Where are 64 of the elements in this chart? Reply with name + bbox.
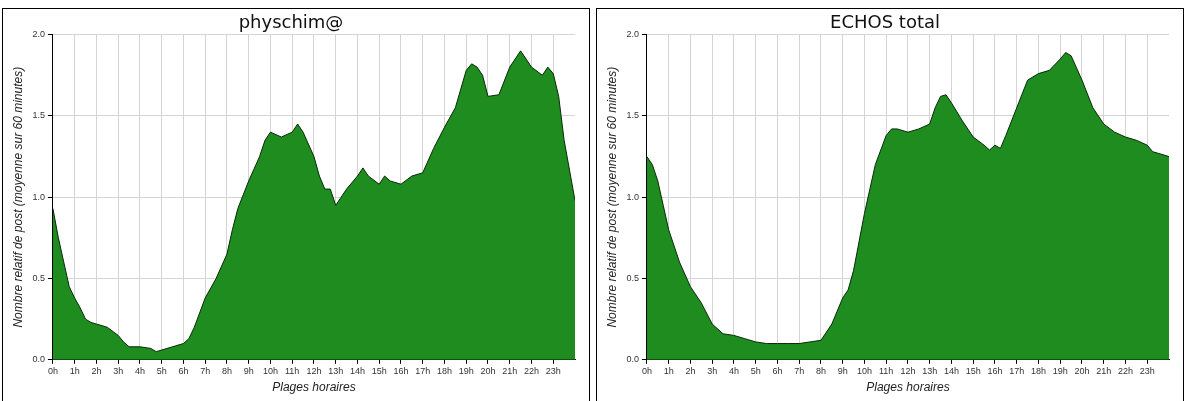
x-tick-label: 21h — [1096, 365, 1112, 376]
x-tick-label: 18h — [1030, 365, 1046, 376]
x-tick-label: 1h — [663, 365, 674, 376]
x-tick-label: 16h — [987, 365, 1003, 376]
y-tick-label: 0.0 — [626, 354, 639, 365]
x-tick-label: 20h — [480, 365, 496, 376]
x-tick-label: 3h — [113, 365, 124, 376]
x-tick-label: 15h — [371, 365, 387, 376]
x-tick-label: 3h — [707, 365, 718, 376]
x-tick-label: 16h — [393, 365, 409, 376]
x-tick-label: 18h — [436, 365, 452, 376]
y-tick-label: 0.5 — [626, 272, 639, 283]
x-tick-label: 6h — [772, 365, 783, 376]
x-tick-label: 19h — [458, 365, 474, 376]
x-tick-label: 6h — [178, 365, 189, 376]
x-tick-label: 23h — [1139, 365, 1155, 376]
x-tick-label: 10h — [856, 365, 872, 376]
x-tick-label: 23h — [545, 365, 561, 376]
x-tick-label: 14h — [943, 365, 959, 376]
x-tick-label: 2h — [685, 365, 696, 376]
y-tick-label: 1.0 — [626, 191, 639, 202]
y-tick-label: 2.0 — [32, 29, 45, 40]
y-tick-label: 0.5 — [32, 272, 45, 283]
x-axis-title: Plages horaires — [272, 380, 356, 395]
x-tick-label: 12h — [900, 365, 916, 376]
x-tick-label: 14h — [349, 365, 365, 376]
x-tick-label: 10h — [262, 365, 278, 376]
x-axis-title: Plages horaires — [866, 380, 950, 395]
x-tick-label: 8h — [221, 365, 232, 376]
y-tick-label: 1.0 — [32, 191, 45, 202]
y-tick-label: 0.0 — [32, 354, 45, 365]
x-tick-label: 22h — [1117, 365, 1134, 376]
x-tick-label: 1h — [69, 365, 80, 376]
x-tick-label: 12h — [306, 365, 322, 376]
y-axis-title: Nombre relatif de post (moyenne sur 60 minutes) — [604, 66, 619, 328]
x-tick-label: 7h — [794, 365, 805, 376]
y-tick-label: 1.5 — [32, 110, 45, 121]
x-tick-label: 17h — [415, 365, 431, 376]
chart-title: physchim@ — [238, 11, 344, 33]
x-tick-label: 7h — [200, 365, 211, 376]
x-tick-label: 11h — [285, 365, 300, 376]
y-axis-title: Nombre relatif de post (moyenne sur 60 minutes) — [10, 66, 25, 328]
x-tick-label: 0h — [641, 365, 652, 376]
chart-title: ECHOS total — [830, 11, 940, 33]
x-tick-label: 9h — [837, 365, 848, 376]
x-tick-label: 20h — [1074, 365, 1090, 376]
x-tick-label: 5h — [750, 365, 761, 376]
x-tick-label: 4h — [728, 365, 739, 376]
x-tick-label: 9h — [243, 365, 254, 376]
x-tick-label: 13h — [922, 365, 938, 376]
x-tick-label: 8h — [815, 365, 826, 376]
y-tick-label: 2.0 — [626, 29, 639, 40]
x-tick-label: 0h — [47, 365, 58, 376]
y-tick-label: 1.5 — [626, 110, 639, 121]
x-tick-label: 2h — [91, 365, 102, 376]
x-tick-label: 21h — [502, 365, 518, 376]
x-tick-label: 4h — [134, 365, 145, 376]
x-tick-label: 13h — [328, 365, 344, 376]
x-tick-label: 22h — [523, 365, 540, 376]
x-tick-label: 17h — [1009, 365, 1025, 376]
x-tick-label: 19h — [1052, 365, 1068, 376]
x-tick-label: 15h — [965, 365, 981, 376]
x-tick-label: 11h — [879, 365, 894, 376]
x-tick-label: 5h — [156, 365, 167, 376]
